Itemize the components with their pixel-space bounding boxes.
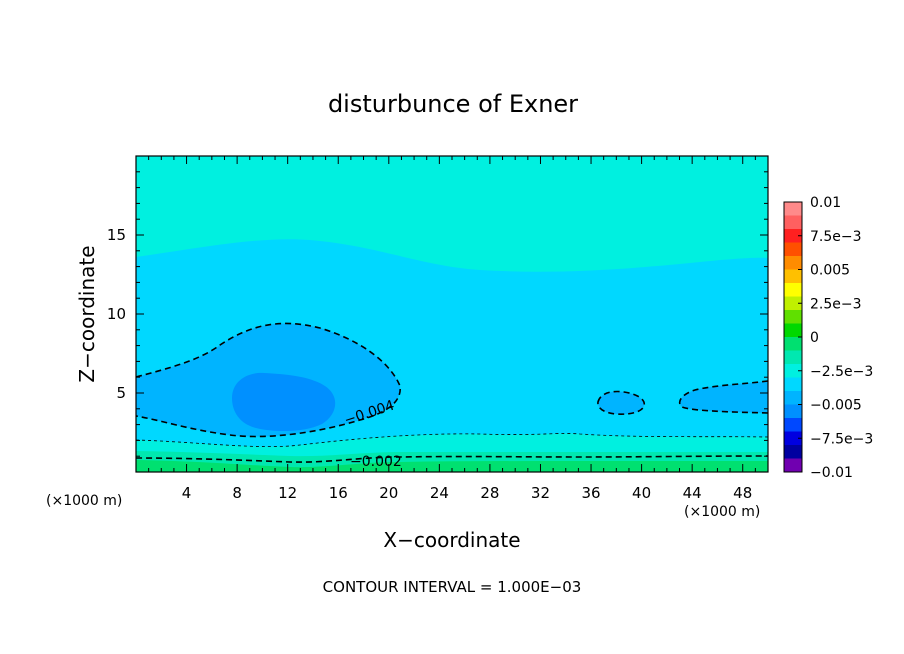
colorbar-tick-label: −7.5e−3 <box>810 431 873 447</box>
x-tick-label: 24 <box>430 484 449 502</box>
colorbar-tick-label: −0.01 <box>810 465 853 481</box>
colorbar-swatch <box>784 377 802 392</box>
colorbar-swatch <box>784 418 802 432</box>
x-tick-label: 12 <box>278 484 297 502</box>
contour-interval-footer: CONTOUR INTERVAL = 1.000E−03 <box>323 578 582 596</box>
x-tick-label: 44 <box>683 484 702 502</box>
colorbar-swatch <box>784 445 802 459</box>
colorbar-swatch <box>784 431 802 446</box>
x-tick-label: 4 <box>182 484 192 502</box>
colorbar-swatch <box>784 310 802 324</box>
colorbar-swatch <box>784 229 802 243</box>
contour-line-neg004-right <box>678 380 768 414</box>
contour-label-neg002: −0.002 <box>350 454 402 470</box>
colorbar-swatch <box>784 215 802 230</box>
chart-title: disturbunce of Exner <box>328 90 578 118</box>
colorbar-swatch <box>784 323 802 338</box>
y-tick-label: 10 <box>107 305 126 323</box>
region-surface-green <box>136 460 768 472</box>
region-low-blue-mid <box>597 391 645 415</box>
x-tick-label: 40 <box>632 484 651 502</box>
colorbar-swatch <box>784 350 802 365</box>
x-axis-label: X−coordinate <box>383 528 520 552</box>
colorbar-swatch <box>784 202 802 216</box>
region-low-blue-right <box>679 381 768 413</box>
colorbar: 0.01 7.5e−3 0.005 2.5e−3 0 −2.5e−3 −0.005 −7.5e… <box>783 195 873 481</box>
contour-line-neg004-dome <box>136 322 401 438</box>
contour-line-neg003 <box>136 433 768 448</box>
y-axis-label: Z−coordinate <box>75 245 99 382</box>
contour-lines <box>136 322 768 463</box>
colorbar-swatch <box>784 391 802 405</box>
x-unit-left: (×1000 m) <box>46 493 122 509</box>
colorbar-tick-label: 0 <box>810 330 819 346</box>
x-tick-label: 36 <box>581 484 600 502</box>
colorbar-swatch <box>784 337 802 351</box>
colorbar-swatch <box>784 296 802 311</box>
x-tick-label: 32 <box>531 484 550 502</box>
colorbar-swatch <box>784 242 802 257</box>
y-tick-label: 15 <box>107 226 126 244</box>
x-tick-label: 48 <box>733 484 752 502</box>
colorbar-tick-label: 0.01 <box>810 195 841 211</box>
colorbar-tick-label: 2.5e−3 <box>810 296 862 312</box>
colorbar-tick-label: −2.5e−3 <box>810 364 873 380</box>
colorbar-tick-label: 0.005 <box>810 263 850 279</box>
region-core-blue <box>232 372 336 432</box>
x-tick-label: 16 <box>329 484 348 502</box>
colorbar-tick-label: 7.5e−3 <box>810 229 862 245</box>
x-axis-ticks: 4 8 12 16 20 24 28 32 36 40 44 48 <box>148 156 756 502</box>
colorbar-swatch <box>784 404 802 419</box>
colorbar-tick-label: −0.005 <box>810 398 862 414</box>
colorbar-swatch <box>784 269 802 284</box>
colorbar-swatch <box>784 283 802 297</box>
y-tick-label: 5 <box>116 384 126 402</box>
x-tick-label: 8 <box>232 484 242 502</box>
x-unit-right: (×1000 m) <box>684 504 760 520</box>
colorbar-swatch <box>784 364 802 378</box>
contour-fill <box>136 156 768 472</box>
colorbar-swatch <box>784 256 802 270</box>
colorbar-swatch <box>784 458 802 473</box>
x-tick-label: 28 <box>480 484 499 502</box>
y-axis-ticks: 5 10 15 <box>107 171 768 457</box>
x-tick-label: 20 <box>379 484 398 502</box>
